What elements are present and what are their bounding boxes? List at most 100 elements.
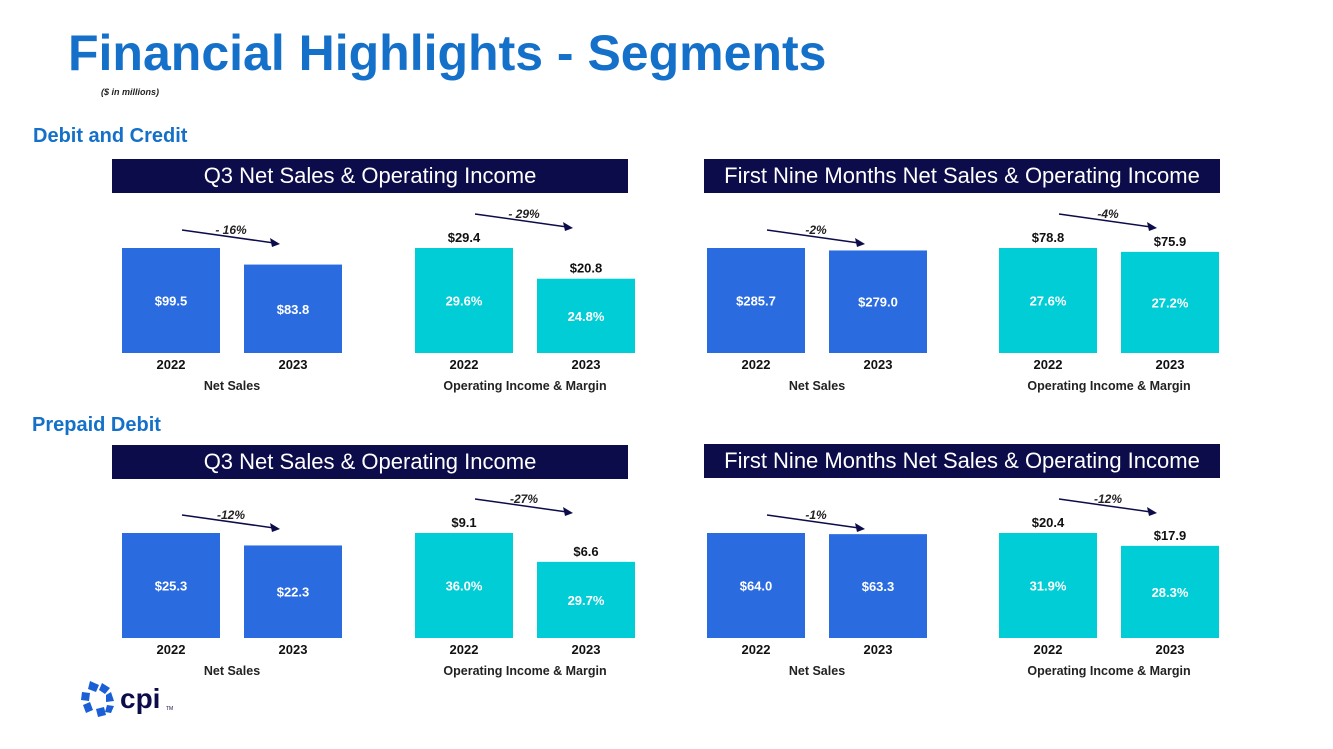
- units-note: ($ in millions): [101, 87, 160, 97]
- chart-pd-q3-net-sales: $25.3 2022 $22.3 2023 Net Sales -12%: [112, 480, 352, 685]
- change-arrow-icon: [181, 514, 280, 532]
- axis-label: Net Sales: [204, 379, 260, 393]
- bar-2022: [122, 533, 220, 638]
- x-tick-label: 2023: [1156, 642, 1185, 657]
- change-percent-label: - 16%: [215, 223, 247, 237]
- banner-pd-q3: Q3 Net Sales & Operating Income: [112, 445, 628, 479]
- x-tick-label: 2023: [572, 357, 601, 372]
- x-tick-label: 2022: [742, 642, 771, 657]
- x-tick-label: 2023: [864, 357, 893, 372]
- change-arrow-icon: [1058, 498, 1157, 516]
- bar-top-label: $20.4: [1032, 515, 1065, 530]
- x-tick-label: 2022: [742, 357, 771, 372]
- x-tick-label: 2022: [1034, 357, 1063, 372]
- x-tick-label: 2022: [157, 357, 186, 372]
- change-percent-label: -1%: [805, 508, 827, 522]
- axis-label: Net Sales: [204, 664, 260, 678]
- chart-pd-q3-operating-income: 36.0% $9.1 2022 29.7% $6.6 2023 Operating Inco…: [405, 480, 645, 685]
- cpi-logo: cpi TM: [80, 679, 190, 724]
- x-tick-label: 2023: [279, 642, 308, 657]
- x-tick-label: 2022: [450, 642, 479, 657]
- bar-value-label: 27.6%: [1030, 294, 1067, 309]
- bar-value-label: $285.7: [736, 294, 776, 309]
- bar-2023: [537, 278, 635, 353]
- banner-dc-q3: Q3 Net Sales & Operating Income: [112, 159, 628, 193]
- change-arrow-icon: [766, 514, 865, 532]
- chart-svg: 31.9% $20.4 2022 28.3% $17.9 2023 Operating In…: [999, 492, 1219, 678]
- bar-2023: [244, 264, 342, 353]
- section-debit-credit: Debit and Credit: [33, 125, 188, 147]
- change-arrow-icon: [474, 213, 573, 231]
- bar-2023: [829, 250, 927, 353]
- page-title: Financial Highlights - Segments: [68, 25, 827, 81]
- chart-svg: $64.0 2022 $63.3 2023 Net Sales -1%: [707, 508, 927, 678]
- bar-top-label: $29.4: [448, 230, 481, 245]
- change-arrow-icon: [766, 229, 865, 247]
- change-percent-label: -12%: [1094, 492, 1122, 506]
- chart-pd-nine-operating-income: 31.9% $20.4 2022 28.3% $17.9 2023 Operating In…: [989, 480, 1229, 685]
- chart-pd-nine-net-sales: $64.0 2022 $63.3 2023 Net Sales -1%: [697, 480, 937, 685]
- bar-2023: [537, 561, 635, 638]
- bar-2022: [999, 533, 1097, 638]
- bar-value-label: $279.0: [858, 295, 898, 310]
- bar-value-label: $63.3: [862, 579, 895, 594]
- axis-label: Net Sales: [789, 664, 845, 678]
- bar-2023: [244, 545, 342, 638]
- bar-top-label: $20.8: [570, 261, 603, 276]
- change-percent-label: -2%: [805, 223, 827, 237]
- chart-dc-nine-net-sales: $285.7 2022 $279.0 2023 Net Sales -2%: [697, 195, 937, 400]
- chart-svg: $25.3 2022 $22.3 2023 Net Sales -12%: [122, 508, 342, 678]
- bar-2022: [707, 248, 805, 353]
- bar-value-label: $22.3: [277, 585, 310, 600]
- bar-2022: [415, 248, 513, 353]
- bar-top-label: $6.6: [573, 544, 598, 559]
- axis-label: Operating Income & Margin: [443, 664, 606, 678]
- bar-value-label: 29.6%: [446, 294, 483, 309]
- chart-svg: $285.7 2022 $279.0 2023 Net Sales -2%: [707, 223, 927, 393]
- bar-2022: [707, 533, 805, 638]
- banner-pd-nine: First Nine Months Net Sales & Operating …: [704, 444, 1220, 478]
- change-percent-label: -4%: [1097, 207, 1119, 221]
- chart-svg: 36.0% $9.1 2022 29.7% $6.6 2023 Operating Inco…: [415, 492, 635, 678]
- change-arrow-icon: [1058, 213, 1157, 231]
- bar-value-label: 24.8%: [568, 309, 605, 324]
- change-percent-label: -27%: [510, 492, 538, 506]
- cpi-logo-mark-icon: [81, 681, 114, 717]
- axis-label: Operating Income & Margin: [1027, 379, 1190, 393]
- chart-dc-q3-operating-income: 29.6% $29.4 2022 24.8% $20.8 2023 Operating In…: [405, 195, 645, 400]
- bar-2023: [1121, 251, 1219, 353]
- change-percent-label: -12%: [217, 508, 245, 522]
- cpi-logo-tm: TM: [166, 706, 173, 712]
- bar-top-label: $75.9: [1154, 234, 1187, 249]
- bar-value-label: $25.3: [155, 579, 188, 594]
- bar-value-label: $64.0: [740, 579, 773, 594]
- x-tick-label: 2022: [157, 642, 186, 657]
- chart-svg: $99.5 2022 $83.8 2023 Net Sales - 16%: [122, 223, 342, 393]
- bar-top-label: $9.1: [451, 515, 476, 530]
- x-tick-label: 2023: [572, 642, 601, 657]
- axis-label: Operating Income & Margin: [443, 379, 606, 393]
- x-tick-label: 2023: [1156, 357, 1185, 372]
- banner-dc-nine: First Nine Months Net Sales & Operating …: [704, 159, 1220, 193]
- bar-2023: [1121, 545, 1219, 638]
- change-percent-label: - 29%: [508, 207, 540, 221]
- cpi-logo-text: cpi: [120, 683, 160, 714]
- bar-value-label: 31.9%: [1030, 579, 1067, 594]
- bar-2022: [415, 533, 513, 638]
- bar-value-label: 28.3%: [1152, 585, 1189, 600]
- chart-dc-nine-operating-income: 27.6% $78.8 2022 27.2% $75.9 2023 Operating In…: [989, 195, 1229, 400]
- bar-value-label: 27.2%: [1152, 295, 1189, 310]
- chart-dc-q3-net-sales: $99.5 2022 $83.8 2023 Net Sales - 16%: [112, 195, 352, 400]
- x-tick-label: 2023: [864, 642, 893, 657]
- bar-2022: [122, 248, 220, 353]
- bar-value-label: 36.0%: [446, 579, 483, 594]
- chart-svg: 29.6% $29.4 2022 24.8% $20.8 2023 Operating In…: [415, 207, 635, 393]
- bar-top-label: $78.8: [1032, 230, 1065, 245]
- bar-value-label: $83.8: [277, 302, 310, 317]
- bar-value-label: $99.5: [155, 294, 188, 309]
- x-tick-label: 2022: [450, 357, 479, 372]
- bar-top-label: $17.9: [1154, 528, 1187, 543]
- axis-label: Operating Income & Margin: [1027, 664, 1190, 678]
- change-arrow-icon: [474, 498, 573, 516]
- change-arrow-icon: [181, 229, 280, 247]
